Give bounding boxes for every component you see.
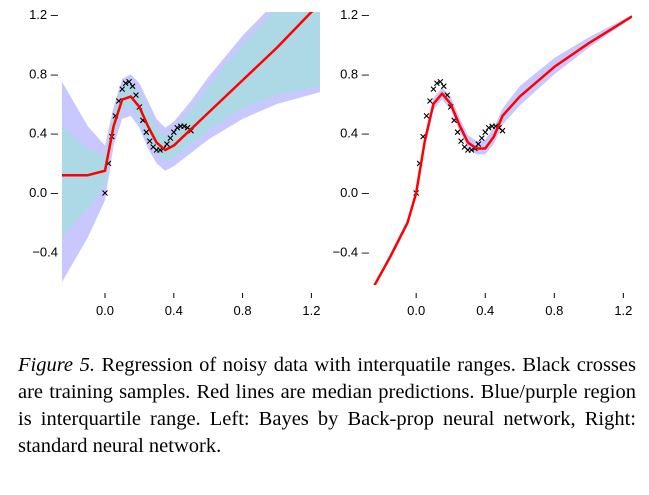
iqr-band: [373, 14, 632, 285]
training-sample-cross: [129, 83, 136, 90]
x-tick-label: 0.8: [545, 303, 563, 318]
training-sample-cross: [174, 124, 181, 131]
training-sample-cross: [478, 135, 485, 142]
training-sample-cross: [423, 112, 430, 119]
y-tick-label: 0.8 –: [29, 66, 59, 81]
training-sample-cross: [126, 78, 132, 85]
median-prediction-line: [373, 15, 632, 285]
y-tick-label: 0.0 –: [29, 185, 59, 200]
training-sample-cross: [122, 80, 129, 87]
training-sample-cross: [133, 92, 139, 98]
y-tick-label: 1.2 –: [29, 7, 59, 22]
training-sample-cross: [454, 129, 461, 136]
figure-caption: Figure 5. Regression of noisy data with …: [18, 352, 636, 460]
plot-area: [373, 14, 632, 285]
y-tick-label: −0.4 –: [332, 244, 369, 259]
training-sample-cross: [482, 129, 489, 136]
training-sample-cross: [119, 86, 126, 93]
y-tick-label: 1.2 –: [340, 7, 370, 22]
right-panel-standard-network: −0.4 – 0.0 – 0.4 – 0.8 – 1.2 – 0.0 0.4 0.8 1.2: [332, 7, 632, 318]
x-tick-label: 0.4: [476, 303, 494, 318]
training-sample-cross: [433, 80, 440, 87]
figure-panels: −0.4 0.0 – 0.4 – 0.8 – 1.2 – 0.0 0.4 0.8 1.2 −0.…: [29, 7, 632, 318]
training-sample-cross: [164, 141, 170, 147]
training-sample-cross: [468, 147, 475, 153]
y-tick-label: 0.4 –: [29, 126, 59, 141]
plot-area: [62, 12, 320, 283]
training-sample-cross: [485, 124, 492, 131]
y-tick-label: 0.8 –: [340, 66, 370, 81]
caption-text: Regression of noisy data with interquati…: [18, 354, 636, 457]
median-prediction-line: [62, 12, 314, 177]
training-sample-cross: [458, 138, 464, 144]
x-tick-label: 1.2: [614, 303, 632, 318]
training-sample-cross: [146, 138, 153, 144]
training-sample-cross: [167, 135, 174, 142]
caption-label: Figure 5.: [18, 354, 95, 376]
x-tick-label: 0.0: [96, 303, 114, 318]
training-sample-cross: [102, 190, 108, 196]
x-tick-label: 0.0: [407, 303, 425, 318]
y-tick-label: 0.0 –: [340, 185, 370, 200]
training-sample-cross: [475, 141, 482, 147]
training-sample-cross: [170, 129, 177, 136]
training-sample-cross: [437, 78, 444, 85]
y-tick-label: −0.4: [32, 244, 58, 259]
left-panel-bayes-by-backprop: −0.4 0.0 – 0.4 – 0.8 – 1.2 – 0.0 0.4 0.8 1.2: [29, 7, 320, 318]
training-sample-cross: [440, 83, 447, 90]
training-sample-cross: [143, 129, 150, 136]
x-tick-label: 1.2: [302, 303, 320, 318]
training-sample-cross: [499, 127, 506, 134]
figure-svg: −0.4 0.0 – 0.4 – 0.8 – 1.2 – 0.0 0.4 0.8 1.2 −0.…: [29, 7, 632, 318]
y-tick-label: 0.4 –: [340, 126, 370, 141]
training-sample-cross: [427, 98, 433, 104]
training-sample-cross: [181, 123, 188, 130]
training-sample-cross: [430, 86, 437, 93]
x-tick-label: 0.4: [165, 303, 183, 318]
x-tick-label: 0.8: [234, 303, 252, 318]
